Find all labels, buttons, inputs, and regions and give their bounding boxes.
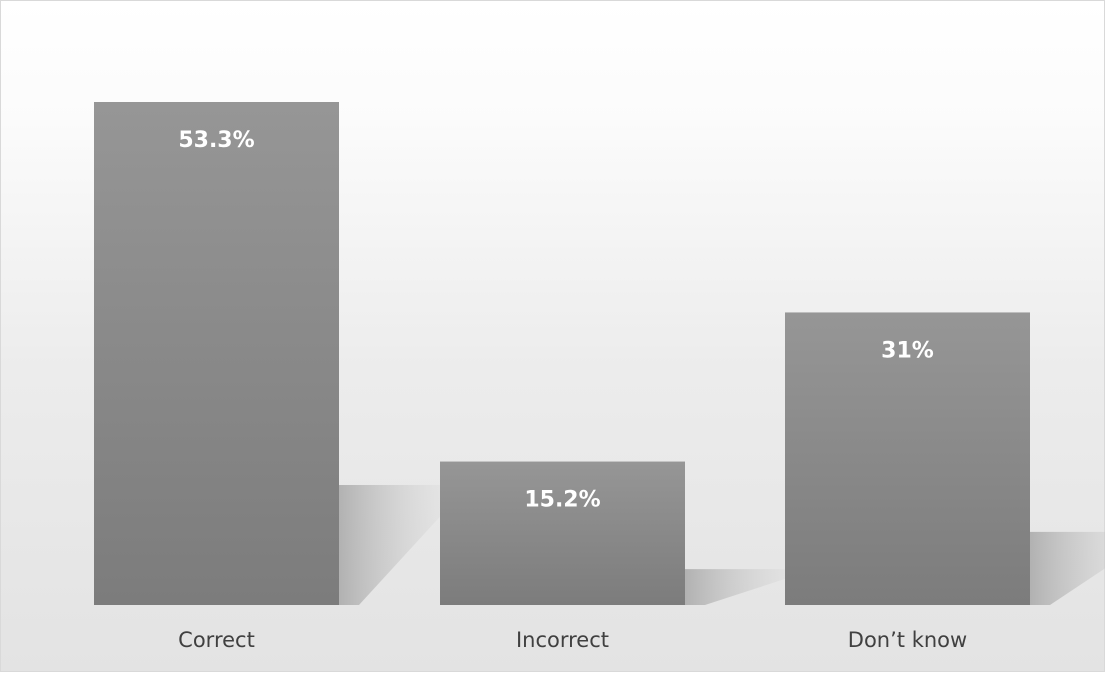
- category-label-don-t-know: Don’t know: [848, 628, 967, 652]
- bar-shadow-correct: [339, 485, 469, 605]
- bar-shadow-don-t-know: [1030, 531, 1105, 605]
- data-labels: 53.3% 15.2% 31%: [178, 128, 934, 513]
- bars: [94, 102, 1030, 605]
- bar-incorrect: [440, 461, 685, 605]
- bar-shadows: [339, 485, 1105, 605]
- bar-shadow-incorrect: [685, 569, 815, 605]
- data-label-correct: 53.3%: [178, 128, 254, 153]
- bar-correct: [94, 102, 339, 605]
- bar-don-t-know: [785, 312, 1030, 605]
- category-label-incorrect: Incorrect: [516, 628, 609, 652]
- category-label-correct: Correct: [178, 628, 255, 652]
- category-labels: Correct Incorrect Don’t know: [178, 628, 967, 652]
- data-label-incorrect: 15.2%: [524, 488, 600, 513]
- data-label-don-t-know: 31%: [881, 338, 934, 363]
